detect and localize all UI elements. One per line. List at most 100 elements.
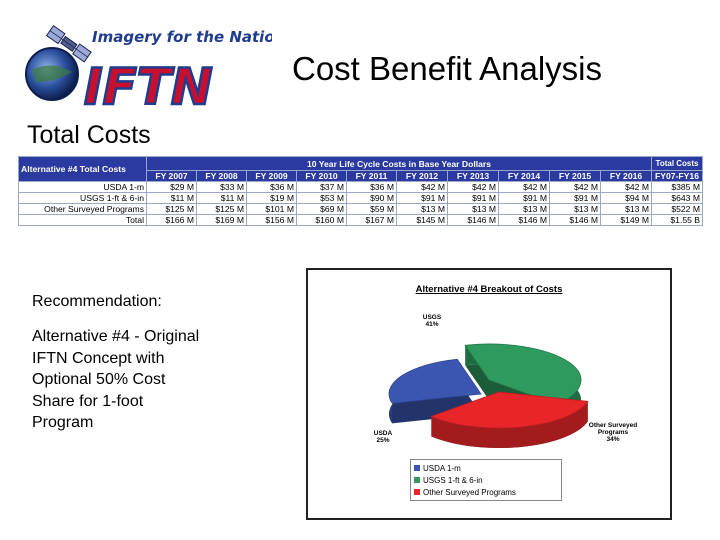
legend-swatch [414,465,420,471]
table-cell: $42 M [549,181,601,193]
table-cell: $11 M [146,192,197,204]
chart-title: Alternative #4 Breakout of Costs [415,284,563,295]
slice-label: USGS [422,314,442,321]
table-cell: $522 M [651,203,704,215]
year-header: FY 2009 [246,170,297,182]
pie-slice-usgs [464,343,582,405]
year-header: FY 2015 [549,170,601,182]
table-row: USDA 1-m $29 M $33 M $36 M $37 M $36 M $… [18,181,704,193]
slice-percent: 25% [376,437,390,444]
iftn-logo: IFTN Imagery for the Nation [22,20,285,117]
table-cell: $149 M [599,214,653,226]
table-total-row: Total $166 M $169 M $156 M $160 M $167 M… [18,214,704,226]
table-cell: $156 M [246,214,297,226]
logo-wordmark: IFTN [84,58,213,112]
table-cell: $145 M [396,214,448,226]
legend-label: USDA 1-m [423,463,461,473]
table-cell: $69 M [296,203,347,215]
recommendation-heading: Recommendation: [32,293,162,310]
table-cell: $13 M [447,203,499,215]
pie-label-usda: USDA 25% [361,430,405,444]
table-cell: $59 M [346,203,397,215]
year-header: FY 2012 [396,170,448,182]
year-header: FY 2007 [146,170,197,182]
pie-slice-rim [431,401,588,448]
table-cell: $94 M [599,192,653,204]
pie-slice-other-surveyed-programs [430,391,589,429]
logo-graphic: IFTN Imagery for the Nation [25,25,285,117]
table-total-header: Total Costs [651,156,704,171]
legend-item: Other Surveyed Programs [414,486,558,498]
year-header: FY 2016 [599,170,653,182]
table-cell: $1.55 B [651,214,704,226]
year-header: FY07-FY16 [651,170,704,182]
table-cell: $101 M [246,203,297,215]
year-header: FY 2011 [346,170,397,182]
table-cell: $36 M [346,181,397,193]
table-cell: $33 M [196,181,247,193]
section-title: Total Costs [27,121,151,149]
table-cell: $146 M [498,214,550,226]
legend-item: USDA 1-m [414,462,558,474]
legend-swatch [414,477,420,483]
year-header: FY 2010 [296,170,347,182]
chart-legend: USDA 1-m USGS 1-ft & 6-in Other Surveyed… [410,459,562,501]
table-cell: $169 M [196,214,247,226]
table-row: Other Surveyed Programs $125 M $125 M $1… [18,203,704,215]
table-cell: $385 M [651,181,704,193]
table-cell: $36 M [246,181,297,193]
table-corner-header: Alternative #4 Total Costs [18,156,147,182]
table-cell: $29 M [146,181,197,193]
table-cell: $90 M [346,192,397,204]
logo-tagline: Imagery for the Nation [92,28,272,46]
table-cell: $91 M [549,192,601,204]
table-cell: $13 M [498,203,550,215]
table-cell: $13 M [599,203,653,215]
recommendation-body: Alternative #4 - Original IFTN Concept w… [32,328,200,431]
table-cell: $11 M [196,192,247,204]
pie-label-usgs: USGS 41% [412,314,452,328]
pie-chart-box: Alternative #4 Breakout of Costs USGS 41… [306,268,672,520]
table-cell: $146 M [447,214,499,226]
slice-label: Other Surveyed Programs [588,422,638,436]
row-label: Other Surveyed Programs [18,203,147,215]
pie-label-other: Other Surveyed Programs 34% [574,422,652,443]
table-cell: $166 M [146,214,197,226]
table-cell: $125 M [146,203,197,215]
table-cell: $13 M [396,203,448,215]
table-cell: $167 M [346,214,397,226]
legend-label: Other Surveyed Programs [423,487,516,497]
table-row: USGS 1-ft & 6-in $11 M $11 M $19 M $53 M… [18,192,704,204]
slice-percent: 34% [606,436,620,443]
table-cell: $91 M [396,192,448,204]
table-cell: $37 M [296,181,347,193]
table-cell: $13 M [549,203,601,215]
year-header: FY 2014 [498,170,550,182]
table-cell: $643 M [651,192,704,204]
row-label: USGS 1-ft & 6-in [18,192,147,204]
slice-percent: 41% [425,321,439,328]
legend-item: USGS 1-ft & 6-in [414,474,558,486]
pie-chart [388,343,589,448]
row-label: USDA 1-m [18,181,147,193]
table-cell: $19 M [246,192,297,204]
table-cell: $160 M [296,214,347,226]
legend-swatch [414,489,420,495]
table-cell: $42 M [447,181,499,193]
table-cell: $146 M [549,214,601,226]
table-cell: $42 M [396,181,448,193]
table-cell: $53 M [296,192,347,204]
row-label: Total [18,214,147,226]
year-header: FY 2013 [447,170,499,182]
table-cell: $42 M [498,181,550,193]
table-cell: $91 M [498,192,550,204]
slide-title: Cost Benefit Analysis [292,50,602,87]
satellite-icon [45,25,92,63]
pie-slice-usda [388,358,482,404]
table-group-header: 10 Year Life Cycle Costs in Base Year Do… [145,156,653,171]
year-header: FY 2008 [196,170,247,182]
table-cell: $42 M [599,181,653,193]
table-cell: $125 M [196,203,247,215]
table-cell: $91 M [447,192,499,204]
cost-table: Alternative #4 Total Costs 10 Year Life … [18,156,704,226]
